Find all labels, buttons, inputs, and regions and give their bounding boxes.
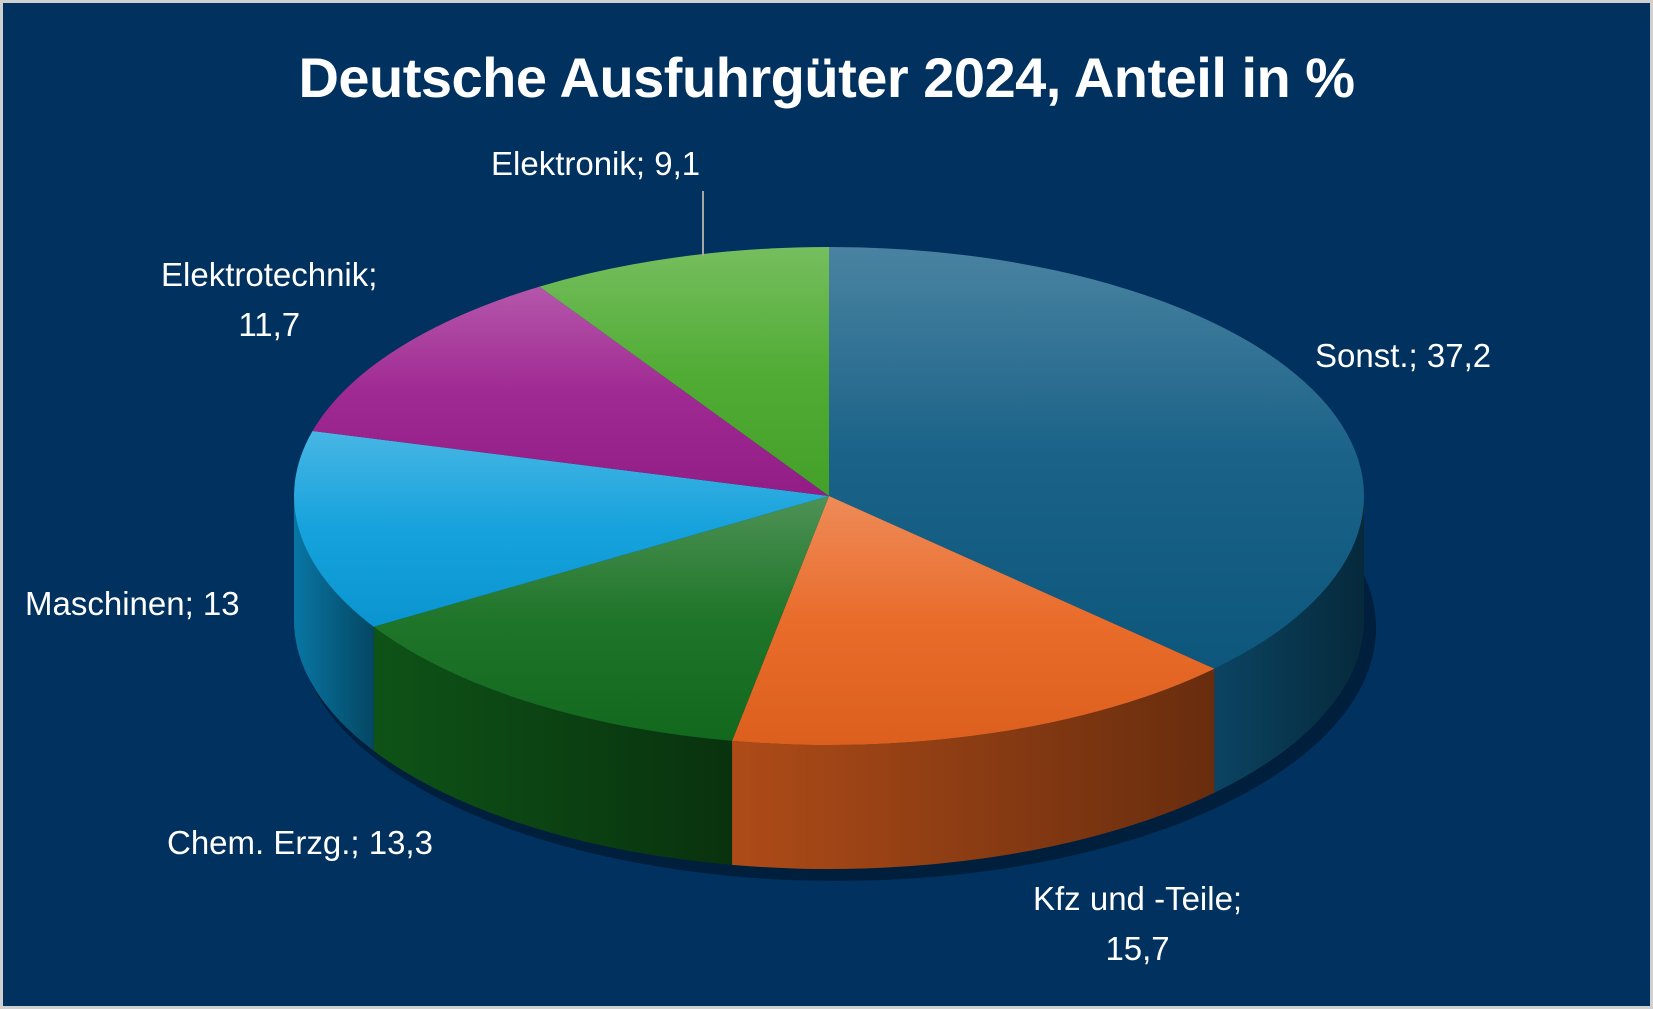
chart-title: Deutsche Ausfuhrgüter 2024, Anteil in % (298, 46, 1355, 109)
label-elektrotechnik-line1: Elektrotechnik; (161, 256, 378, 293)
label-sonst: Sonst.; 37,2 (1315, 337, 1492, 374)
pie-side-maschinen (294, 496, 374, 751)
label-elektrotechnik: Elektrotechnik; 11,7 (161, 250, 377, 350)
label-chem: Chem. Erzg.; 13,3 (167, 824, 433, 861)
label-kfz: Kfz und -Teile; 15,7 (1033, 874, 1242, 974)
label-kfz-line2: 15,7 (1105, 930, 1170, 967)
label-elektrotechnik-line2: 11,7 (238, 306, 301, 343)
label-kfz-line1: Kfz und -Teile; (1033, 880, 1243, 917)
label-elektronik: Elektronik; 9,1 (491, 145, 701, 182)
pie-side-sonst- (1214, 496, 1364, 793)
pie-slice-elektrotechnik (312, 286, 829, 496)
pie-side-kfz-und-teile (732, 668, 1215, 870)
pie-slice-elektronik (539, 247, 829, 496)
pie-slice-kfz-und-teile (732, 496, 1215, 745)
pie-slice-sonst- (829, 247, 1364, 669)
pie-slice-chem-erzg- (373, 496, 829, 741)
pie-chart (294, 191, 1376, 881)
pie-slice-maschinen (294, 431, 830, 627)
pie-side-chem-erzg- (373, 626, 733, 865)
label-maschinen: Maschinen; 13 (25, 585, 240, 622)
